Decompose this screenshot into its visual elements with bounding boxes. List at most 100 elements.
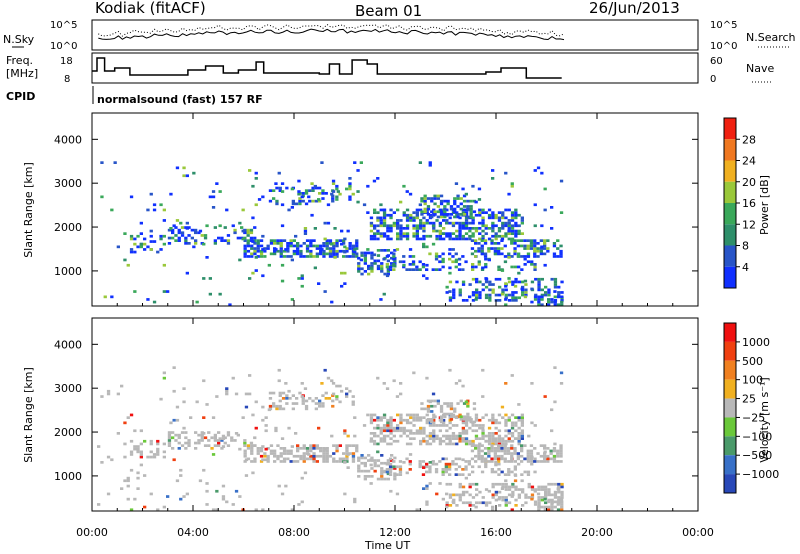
power-cell: [462, 205, 467, 208]
power-cell: [503, 255, 508, 258]
power-cell: [133, 290, 137, 293]
power-cell: [386, 224, 390, 228]
velocity-cell: [408, 468, 412, 471]
velocity-cell: [320, 382, 324, 385]
power-cell: [487, 216, 492, 220]
velocity-cell: [507, 493, 512, 497]
power-cell: [346, 229, 350, 233]
power-cell: [464, 219, 469, 222]
velocity-cell: [510, 470, 514, 474]
velocity-cell: [386, 442, 390, 446]
velocity-cell: [530, 493, 535, 497]
velocity-cell: [510, 454, 514, 458]
power-cell: [332, 252, 336, 256]
velocity-cell: [431, 392, 436, 396]
power-cell: [521, 285, 525, 289]
velocity-cell: [552, 454, 557, 458]
velocity-cell: [376, 426, 380, 430]
velocity-cell: [205, 489, 209, 493]
power-cell: [202, 242, 206, 246]
velocity-cell: [360, 469, 364, 473]
power-cell: [405, 216, 410, 220]
velocity-cell: [184, 431, 188, 434]
power-cell: [357, 267, 361, 271]
power-cell: [449, 205, 454, 208]
velocity-cell: [343, 432, 347, 435]
velocity-cell: [162, 455, 166, 459]
power-cell: [553, 295, 557, 299]
velocity-cell: [376, 424, 380, 427]
velocity-cell: [556, 487, 560, 490]
velocity-cell: [503, 449, 507, 453]
velocity-cell: [273, 460, 277, 463]
velocity-cell: [471, 496, 476, 499]
power-cell: [412, 234, 416, 238]
power-cell: [359, 161, 363, 164]
velocity-cell: [357, 469, 361, 473]
power-cell: [380, 249, 384, 252]
velocity-cell: [382, 426, 387, 430]
velocity-cell: [520, 447, 524, 450]
velocity-cell: [553, 482, 558, 486]
velocity-cell: [267, 408, 271, 412]
velocity-cell: [223, 441, 227, 445]
site-title: Kodiak (fitACF): [95, 0, 206, 17]
power-cell: [513, 239, 517, 242]
velocity-cell: [357, 464, 361, 468]
power-cell: [484, 265, 488, 269]
power-cell: [428, 213, 433, 217]
velocity-cell: [487, 460, 491, 463]
power-cell: [363, 259, 367, 263]
power-cell: [332, 242, 336, 245]
velocity-cell: [484, 439, 488, 443]
velocity-cell: [438, 442, 442, 446]
power-cell: [184, 236, 188, 240]
power-cell: [171, 228, 175, 232]
power-cell: [156, 250, 160, 254]
power-cell: [133, 242, 137, 246]
power-cell: [259, 255, 264, 258]
velocity-cell: [480, 457, 484, 461]
power-cell: [311, 189, 315, 192]
power-cell: [282, 255, 287, 258]
power-cell: [469, 210, 473, 214]
velocity-cell: [126, 479, 130, 483]
velocity-cell: [557, 490, 561, 494]
velocity-cell: [405, 434, 410, 438]
power-cell: [373, 208, 377, 212]
power-cell: [373, 262, 377, 265]
power-cell: [439, 199, 444, 203]
colorbar-segment: [724, 379, 736, 399]
velocity-cell: [395, 395, 400, 398]
power-cell: [284, 248, 288, 251]
power-cell: [289, 242, 293, 245]
power-cell: [318, 186, 322, 190]
power-cell: [243, 249, 247, 253]
velocity-cell: [363, 475, 367, 478]
power-cell: [457, 257, 462, 261]
velocity-cell: [309, 454, 313, 458]
power-cell: [516, 255, 520, 258]
power-cell: [494, 216, 498, 220]
power-cell: [213, 239, 217, 242]
power-cell: [402, 227, 406, 230]
velocity-cell: [458, 379, 462, 383]
velocity-cell: [278, 399, 282, 403]
velocity-cell: [363, 477, 367, 481]
power-cell: [402, 234, 406, 238]
velocity-cell: [302, 457, 306, 461]
colorbar-segment: [724, 203, 736, 225]
velocity-cell: [454, 382, 459, 385]
power-cell: [470, 252, 475, 256]
velocity-cell: [510, 452, 514, 455]
velocity-cell: [466, 402, 470, 405]
power-cell: [386, 272, 390, 276]
power-cell: [348, 184, 352, 188]
power-cell: [185, 174, 189, 178]
velocity-cell: [220, 439, 224, 442]
power-cell: [146, 245, 150, 249]
velocity-cell: [234, 392, 239, 396]
velocity-cell: [425, 439, 429, 443]
velocity-cell: [510, 495, 514, 498]
velocity-cell: [314, 402, 318, 405]
